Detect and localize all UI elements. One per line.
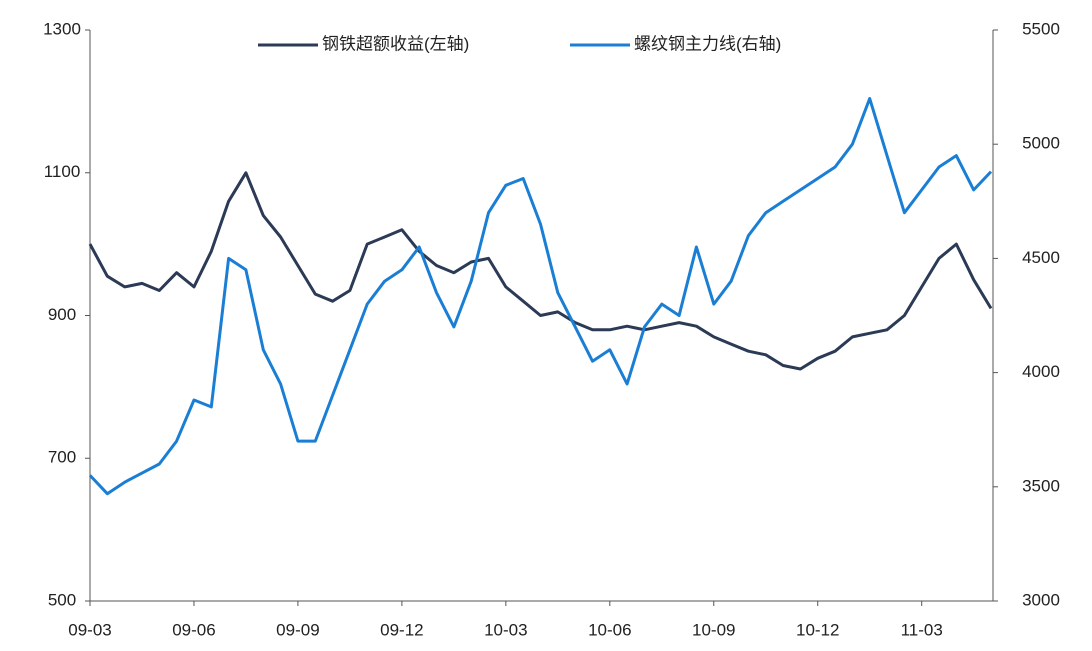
y-tick-label: 700 (48, 448, 76, 467)
y-tick-label: 900 (48, 305, 76, 324)
x-tick-label: 09-09 (276, 620, 319, 639)
y-tick-label: 1100 (44, 162, 81, 181)
y2-tick-label: 5000 (1022, 134, 1060, 153)
x-tick-label: 09-06 (172, 620, 215, 639)
x-tick-label: 09-03 (68, 620, 111, 639)
x-tick-label: 10-03 (484, 620, 527, 639)
y2-tick-label: 4000 (1022, 362, 1060, 381)
y2-tick-label: 3500 (1022, 476, 1060, 495)
x-tick-label: 11-03 (901, 620, 943, 639)
legend-label: 螺纹钢主力线(右轴) (634, 34, 781, 53)
y-tick-label: 500 (48, 590, 76, 609)
x-tick-label: 10-06 (588, 620, 631, 639)
x-tick-label: 09-12 (380, 620, 423, 639)
y2-tick-label: 3000 (1022, 590, 1060, 609)
y2-tick-label: 5500 (1022, 19, 1060, 38)
x-tick-label: 10-12 (796, 620, 839, 639)
y-tick-label: 1300 (43, 19, 81, 38)
legend-label: 钢铁超额收益(左轴) (322, 34, 469, 53)
series-line (88, 97, 993, 496)
y2-tick-label: 4500 (1022, 248, 1060, 267)
x-tick-label: 10-09 (692, 620, 735, 639)
series-line (88, 171, 993, 371)
